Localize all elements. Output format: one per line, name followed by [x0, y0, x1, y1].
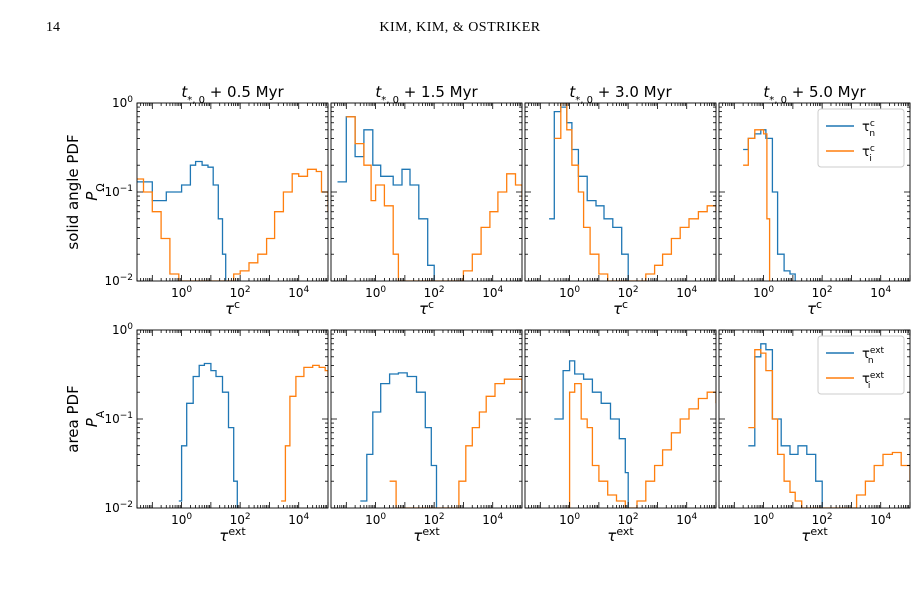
x-axis-label-r1-c3: τext — [801, 525, 828, 546]
column-title-0: t*, 0 + 0.5 Myr — [181, 83, 284, 106]
x-axis-label-r1-c1: τext — [413, 525, 440, 546]
y-tick-label-r1-2: 100 — [112, 322, 133, 337]
x-tick-label-r1-c3-0: 100 — [753, 512, 774, 527]
x-tick-label-r1-c3-1: 102 — [812, 512, 833, 527]
series-neutral-r1-c1 — [360, 372, 438, 508]
x-tick-label-r1-c2-1: 102 — [618, 512, 639, 527]
legend-r1: τext n τext i — [817, 335, 905, 395]
x-tick-label-r0-c1-1: 102 — [424, 285, 445, 300]
legend-box — [817, 108, 905, 168]
x-tick-label-r0-c2-2: 104 — [676, 285, 697, 300]
row-0-ylabel: solid angle PDF — [64, 134, 82, 249]
x-tick-label-r0-c0-2: 104 — [288, 285, 309, 300]
series-ionized-r1-c0 — [281, 364, 328, 502]
page-number: 14 — [46, 20, 60, 35]
legend-label-0: τc n — [862, 119, 875, 139]
series-neutral-r0-c0 — [137, 160, 227, 281]
column-title-2: t*, 0 + 3.0 Myr — [569, 83, 672, 106]
column-title-1: t*, 0 + 1.5 Myr — [375, 83, 478, 106]
running-head: KIM, KIM, & OSTRIKER — [379, 20, 541, 35]
x-axis-label-r0-c1: τc — [419, 298, 434, 319]
y-tick-label-r0-0: 10−2 — [104, 273, 133, 288]
x-axis-label-r1-c0: τext — [219, 525, 246, 546]
x-tick-label-r0-c2-1: 102 — [618, 285, 639, 300]
x-axis-label-r0-c0: τc — [225, 298, 240, 319]
series-neutral-r0-c1 — [337, 116, 435, 281]
panel-frame-r1-c1 — [330, 329, 523, 509]
series-ionized-r1-c3 — [748, 349, 910, 508]
series-ionized-r0-c1 — [346, 116, 522, 281]
series-ionized-r1-c2 — [566, 382, 716, 508]
x-tick-label-r1-c3-2: 104 — [870, 512, 891, 527]
legend-label-1: τext i — [862, 371, 885, 391]
panel-r1-c3: 100 102 104 τext τext n τext i — [718, 329, 911, 546]
panel-frame-r1-c0 — [136, 329, 329, 509]
x-tick-label-r1-c2-2: 104 — [676, 512, 697, 527]
series-ionized-r0-c2 — [554, 103, 716, 281]
x-tick-label-r0-c3-1: 102 — [812, 285, 833, 300]
panel-r1-c0: 100 102 104 10−2 10−1 100 τext — [104, 322, 329, 546]
x-tick-label-r0-c0-0: 100 — [171, 285, 192, 300]
series-ionized-r1-c1 — [389, 378, 522, 508]
x-tick-label-r1-c0-2: 104 — [288, 512, 309, 527]
x-tick-label-r1-c2-0: 100 — [559, 512, 580, 527]
x-tick-label-r0-c1-0: 100 — [365, 285, 386, 300]
panel-r0-c3: 100 102 104 τc t*, 0 + 5.0 Myr τc n τc i — [718, 83, 911, 319]
x-axis-label-r0-c3: τc — [807, 298, 822, 319]
x-tick-label-r1-c1-1: 102 — [424, 512, 445, 527]
x-tick-label-r1-c0-1: 102 — [230, 512, 251, 527]
column-title-3: t*, 0 + 5.0 Myr — [763, 83, 866, 106]
y-tick-label-r1-1: 10−1 — [104, 411, 133, 426]
panel-r1-c1: 100 102 104 τext — [330, 329, 523, 546]
x-tick-label-r1-c1-0: 100 — [365, 512, 386, 527]
y-tick-label-r1-0: 10−2 — [104, 500, 133, 515]
series-neutral-r1-c0 — [178, 362, 238, 508]
x-tick-label-r0-c0-1: 102 — [230, 285, 251, 300]
x-tick-label-r1-c1-2: 104 — [482, 512, 503, 527]
legend-box — [817, 335, 905, 395]
x-tick-label-r0-c3-2: 104 — [870, 285, 891, 300]
x-tick-label-r0-c3-0: 100 — [753, 285, 774, 300]
panel-r1-c2: 100 102 104 τext — [524, 329, 717, 546]
legend-r0: τc n τc i — [817, 108, 905, 168]
row-1-ylabel: area PDF — [64, 385, 82, 452]
series-neutral-r1-c2 — [554, 360, 629, 508]
panel-r0-c1: 100 102 104 τc t*, 0 + 1.5 Myr — [330, 83, 523, 319]
y-tick-label-r0-2: 100 — [112, 95, 133, 110]
row-1-ylabel-symbol: PA — [83, 410, 107, 427]
series-ionized-r0-c0 — [137, 168, 328, 281]
panel-r0-c0: 100 102 104 10−2 10−1 100 τc t*, 0 + 0.5 Myr — [104, 83, 329, 319]
x-axis-label-r1-c2: τext — [607, 525, 634, 546]
y-tick-label-r0-1: 10−1 — [104, 184, 133, 199]
panel-r0-c2: 100 102 104 τc t*, 0 + 3.0 Myr — [524, 83, 717, 319]
panel-frame-r0-c1 — [330, 102, 523, 282]
panel-frame-r0-c0 — [136, 102, 329, 282]
x-tick-label-r1-c0-0: 100 — [171, 512, 192, 527]
legend-label-0: τext n — [862, 346, 885, 366]
legend-label-1: τc i — [862, 144, 875, 164]
x-tick-label-r0-c1-2: 104 — [482, 285, 503, 300]
x-axis-label-r0-c2: τc — [613, 298, 628, 319]
series-ionized-r0-c3 — [743, 129, 771, 281]
series-neutral-r1-c3 — [748, 343, 823, 508]
x-tick-label-r0-c2-0: 100 — [559, 285, 580, 300]
row-0-ylabel-symbol: PΩ — [83, 183, 107, 200]
